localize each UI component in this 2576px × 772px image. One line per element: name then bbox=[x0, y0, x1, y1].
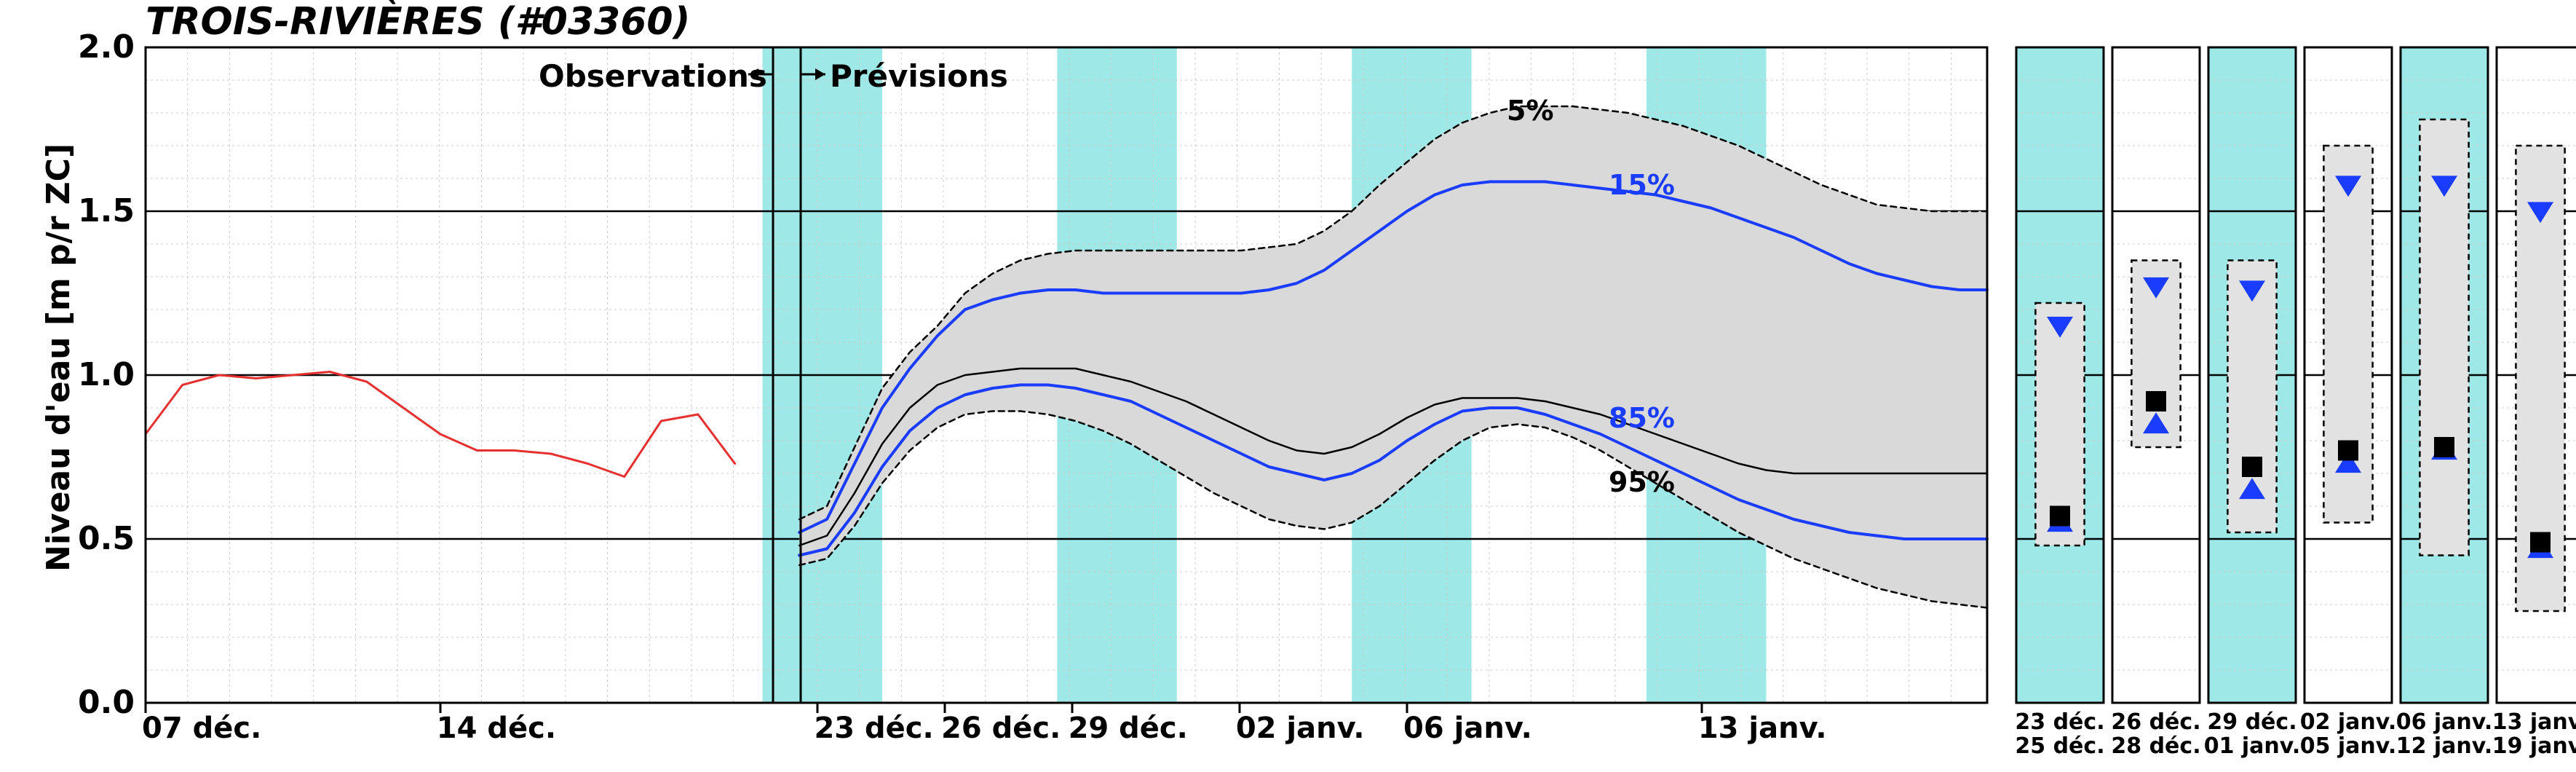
xtick: 14 déc. bbox=[437, 712, 556, 745]
mini-panel-0 bbox=[2016, 47, 2104, 703]
mini-panel-4 bbox=[2401, 47, 2488, 703]
pct-label-p95: 95% bbox=[1609, 466, 1675, 498]
mini-label-3: 02 janv.05 janv. bbox=[2297, 710, 2399, 758]
pct-label-p15: 15% bbox=[1609, 169, 1675, 201]
pct-label-p85: 85% bbox=[1609, 402, 1675, 434]
xtick: 02 janv. bbox=[1236, 712, 1365, 745]
xtick: 23 déc. bbox=[814, 712, 933, 745]
xtick: 06 janv. bbox=[1403, 712, 1532, 745]
xtick: 13 janv. bbox=[1698, 712, 1827, 745]
xtick: 26 déc. bbox=[941, 712, 1061, 745]
mini-panel-1 bbox=[2112, 47, 2200, 703]
mini-label-2: 29 déc.01 janv. bbox=[2201, 710, 2303, 758]
main-chart bbox=[146, 47, 1987, 703]
mini-label-0: 23 déc.25 déc. bbox=[2009, 710, 2111, 758]
mini-label-4: 06 janv.12 janv. bbox=[2393, 710, 2495, 758]
mini-label-5: 13 janv.19 janv. bbox=[2489, 710, 2576, 758]
mini-panel-2 bbox=[2208, 47, 2296, 703]
mini-label-1: 26 déc.28 déc. bbox=[2105, 710, 2207, 758]
xtick: 29 déc. bbox=[1069, 712, 1188, 745]
y-axis-label: Niveau d'eau [m p/r ZC] bbox=[40, 143, 77, 572]
mini-panel-3 bbox=[2304, 47, 2392, 703]
mini-panel-5 bbox=[2497, 47, 2576, 703]
pct-label-p5: 5% bbox=[1507, 95, 1554, 127]
ytick-left: 0.0 bbox=[66, 684, 135, 721]
xtick: 07 déc. bbox=[142, 712, 261, 745]
ytick-left: 2.0 bbox=[66, 28, 135, 66]
chart-title: TROIS-RIVIÈRES (#03360) bbox=[146, 0, 690, 44]
